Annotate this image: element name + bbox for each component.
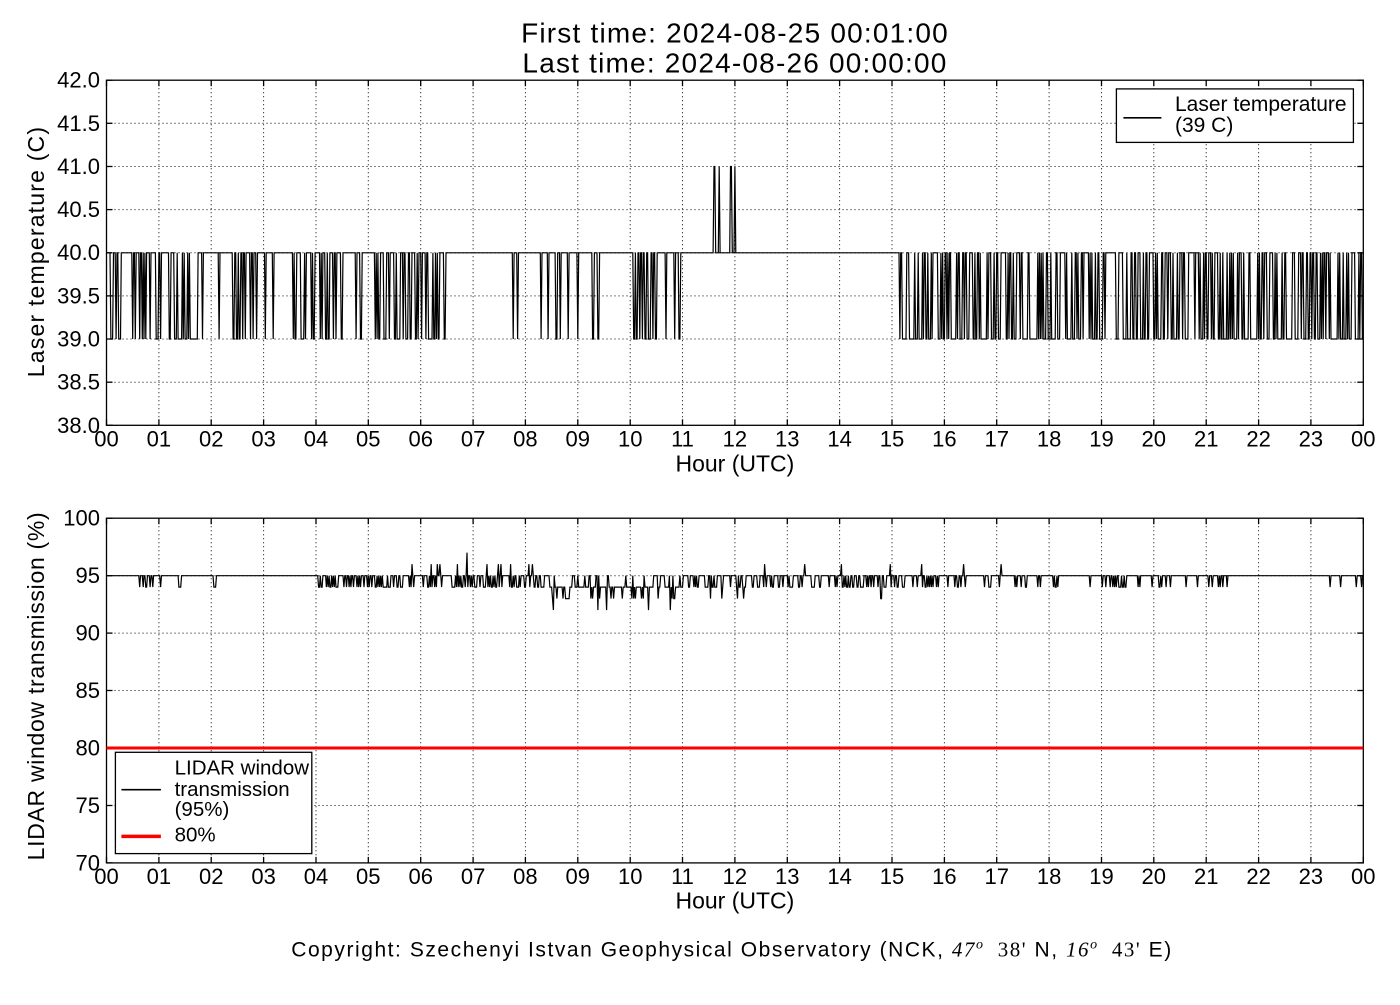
svg-text:Laser temperature: Laser temperature [1175, 93, 1347, 116]
svg-text:22: 22 [1246, 864, 1270, 889]
svg-text:15: 15 [880, 426, 904, 451]
svg-text:00: 00 [1351, 864, 1375, 889]
svg-text:04: 04 [304, 426, 328, 451]
svg-text:38.0: 38.0 [57, 413, 100, 438]
svg-text:01: 01 [147, 426, 171, 451]
svg-text:09: 09 [566, 426, 590, 451]
svg-text:18: 18 [1037, 864, 1061, 889]
svg-text:03: 03 [251, 426, 275, 451]
svg-text:09: 09 [566, 864, 590, 889]
svg-text:07: 07 [461, 426, 485, 451]
svg-text:12: 12 [723, 864, 747, 889]
svg-text:42.0: 42.0 [57, 68, 100, 93]
svg-text:80: 80 [76, 736, 100, 761]
svg-text:41.5: 41.5 [57, 111, 100, 136]
svg-text:16: 16 [932, 864, 956, 889]
svg-text:Copyright: Szechenyi Istvan Ge: Copyright: Szechenyi Istvan Geophysical … [291, 937, 1173, 961]
svg-text:08: 08 [513, 864, 537, 889]
svg-text:80%: 80% [175, 824, 216, 847]
svg-text:18: 18 [1037, 426, 1061, 451]
svg-text:First time: 2024-08-25 00:01:0: First time: 2024-08-25 00:01:00 [521, 17, 949, 48]
svg-text:06: 06 [408, 864, 432, 889]
svg-text:(95%): (95%) [175, 798, 230, 821]
svg-text:11: 11 [671, 864, 694, 889]
svg-text:22: 22 [1246, 426, 1270, 451]
svg-text:00: 00 [1351, 426, 1375, 451]
svg-text:02: 02 [199, 426, 223, 451]
svg-text:15: 15 [880, 864, 904, 889]
svg-text:23: 23 [1299, 426, 1323, 451]
svg-text:21: 21 [1194, 864, 1218, 889]
svg-text:07: 07 [461, 864, 485, 889]
svg-text:20: 20 [1142, 426, 1166, 451]
svg-text:85: 85 [76, 678, 100, 703]
svg-text:41.0: 41.0 [57, 154, 100, 179]
svg-text:40.5: 40.5 [57, 197, 100, 222]
svg-text:LIDAR window transmission (%): LIDAR window transmission (%) [23, 512, 49, 861]
svg-text:20: 20 [1142, 864, 1166, 889]
svg-text:LIDAR window: LIDAR window [175, 757, 310, 780]
svg-text:100: 100 [63, 506, 100, 531]
svg-text:10: 10 [618, 426, 642, 451]
svg-text:transmission: transmission [175, 778, 290, 801]
svg-text:16: 16 [932, 426, 956, 451]
svg-text:00: 00 [94, 864, 118, 889]
svg-text:70: 70 [76, 850, 100, 875]
svg-text:13: 13 [775, 864, 799, 889]
svg-text:03: 03 [251, 864, 275, 889]
svg-text:Hour (UTC): Hour (UTC) [675, 888, 794, 914]
svg-text:19: 19 [1089, 426, 1113, 451]
svg-text:08: 08 [513, 426, 537, 451]
svg-text:17: 17 [984, 426, 1008, 451]
svg-text:75: 75 [76, 793, 100, 818]
svg-text:01: 01 [147, 864, 171, 889]
svg-text:00: 00 [94, 426, 118, 451]
svg-text:Last time: 2024-08-26 00:00:00: Last time: 2024-08-26 00:00:00 [522, 47, 947, 78]
svg-text:02: 02 [199, 864, 223, 889]
svg-text:17: 17 [984, 864, 1008, 889]
svg-text:Laser temperature (C): Laser temperature (C) [23, 126, 49, 377]
svg-text:04: 04 [304, 864, 328, 889]
svg-text:23: 23 [1299, 864, 1323, 889]
svg-text:90: 90 [76, 621, 100, 646]
svg-text:38.5: 38.5 [57, 370, 100, 395]
svg-text:06: 06 [408, 426, 432, 451]
svg-text:Hour (UTC): Hour (UTC) [675, 450, 794, 476]
svg-text:40.0: 40.0 [57, 240, 100, 265]
svg-text:14: 14 [827, 426, 851, 451]
svg-text:19: 19 [1089, 864, 1113, 889]
svg-text:10: 10 [618, 864, 642, 889]
svg-text:05: 05 [356, 426, 380, 451]
svg-text:11: 11 [671, 426, 694, 451]
svg-text:14: 14 [827, 864, 851, 889]
svg-text:21: 21 [1194, 426, 1218, 451]
svg-text:12: 12 [723, 426, 747, 451]
svg-text:39.5: 39.5 [57, 283, 100, 308]
svg-text:(39 C): (39 C) [1175, 114, 1233, 137]
svg-text:13: 13 [775, 426, 799, 451]
svg-text:39.0: 39.0 [57, 327, 100, 352]
svg-text:95: 95 [76, 563, 100, 588]
svg-text:05: 05 [356, 864, 380, 889]
